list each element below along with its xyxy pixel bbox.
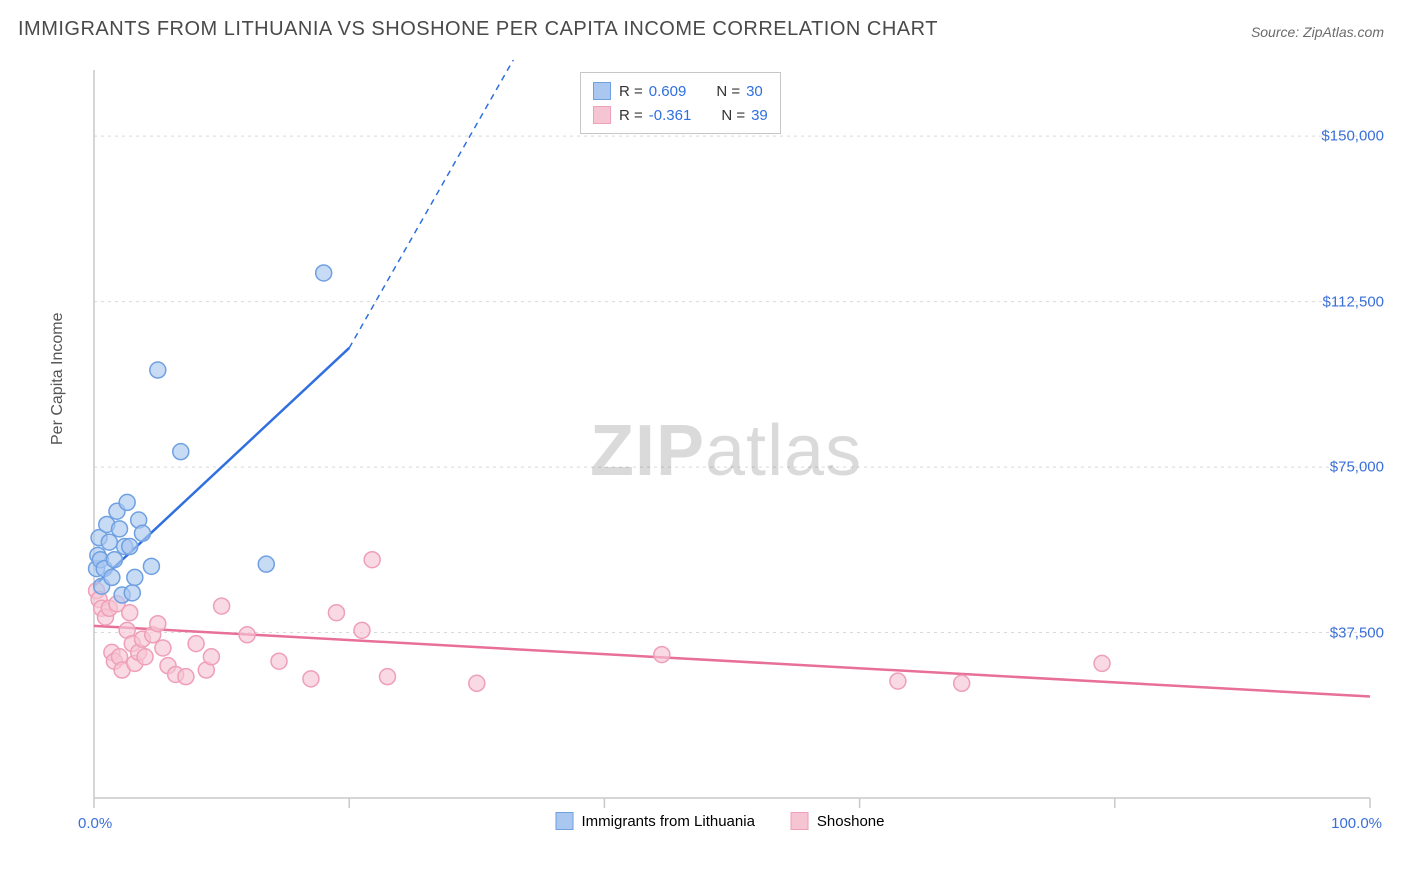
x-tick-label-max: 100.0% — [1331, 815, 1382, 832]
series-legend: Immigrants from Lithuania Shoshone — [556, 812, 885, 830]
series-legend-item: Shoshone — [791, 812, 885, 830]
legend-swatch — [791, 812, 809, 830]
legend-n-label: N = — [716, 83, 740, 100]
correlation-legend-box: R =0.609N =30R =-0.361N =39 — [580, 72, 781, 134]
legend-row: R = -0.361 N = 39 — [593, 103, 768, 127]
x-tick-label-min: 0.0% — [78, 815, 112, 832]
series-legend-label: Shoshone — [817, 813, 885, 830]
source-attribution: Source: ZipAtlas.com — [1251, 24, 1384, 40]
y-tick-label: $150,000 — [1321, 128, 1384, 145]
y-tick-label: $112,500 — [1323, 293, 1384, 310]
source-label: Source: — [1251, 24, 1299, 40]
chart-plot-area: Per Capita Income ZIPatlas R =0.609N =30… — [50, 60, 1390, 830]
source-value: ZipAtlas.com — [1303, 24, 1384, 40]
chart-svg — [50, 60, 1390, 830]
legend-swatch — [593, 106, 611, 124]
legend-r-value: 0.609 — [649, 83, 687, 100]
y-tick-label: $37,500 — [1330, 624, 1384, 641]
legend-swatch — [593, 82, 611, 100]
legend-r-label: R = — [619, 107, 643, 124]
legend-n-value: 39 — [751, 107, 768, 124]
legend-r-value: -0.361 — [649, 107, 692, 124]
chart-title: IMMIGRANTS FROM LITHUANIA VS SHOSHONE PE… — [18, 18, 938, 41]
legend-swatch — [556, 812, 574, 830]
legend-row: R = 0.609 N = 30 — [593, 79, 768, 103]
legend-n-value: 30 — [746, 83, 763, 100]
legend-n-label: N = — [721, 107, 745, 124]
series-legend-item: Immigrants from Lithuania — [556, 812, 755, 830]
series-legend-label: Immigrants from Lithuania — [582, 813, 755, 830]
legend-r-label: R = — [619, 83, 643, 100]
y-tick-label: $75,000 — [1330, 459, 1384, 476]
